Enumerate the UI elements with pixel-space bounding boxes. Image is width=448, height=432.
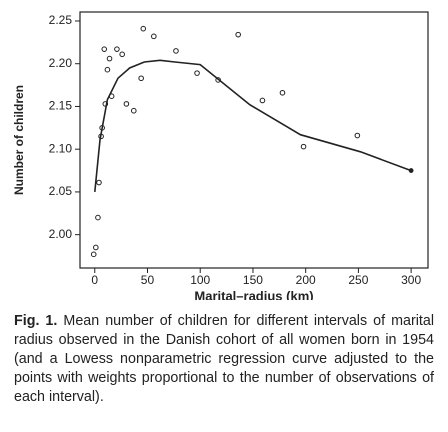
y-tick-label: 2.20 (49, 56, 73, 70)
x-tick-label: 250 (348, 273, 368, 287)
caption-text: Mean number of children for different in… (14, 313, 434, 405)
y-axis-label: Number of children (12, 85, 26, 195)
chart: Marital–radius (km) Number of children 0… (12, 11, 429, 303)
data-point (101, 46, 108, 52)
data-point (194, 70, 200, 76)
x-tick-label: 50 (141, 273, 155, 287)
data-point (114, 46, 120, 52)
data-point (138, 75, 144, 82)
x-tick-label: 300 (401, 273, 421, 287)
y-tick-label: 2.05 (49, 184, 73, 198)
x-tick-label: 200 (296, 273, 316, 287)
x-tick-label: 0 (91, 273, 98, 287)
data-point (90, 251, 97, 258)
y-tick-label: 2.00 (49, 227, 73, 241)
data-point (354, 132, 361, 139)
data-point (235, 31, 241, 38)
y-tick-label: 2.15 (49, 99, 73, 113)
data-point (106, 55, 113, 62)
x-axis-label: Marital–radius (km) (194, 288, 313, 300)
y-tick-label: 2.25 (49, 13, 73, 27)
x-tick-label: 100 (190, 273, 210, 287)
plot-frame (79, 11, 429, 269)
data-point (130, 107, 137, 114)
data-point (151, 33, 157, 40)
data-point (140, 25, 147, 32)
data-point (123, 101, 130, 107)
data-point (93, 244, 99, 251)
data-point (173, 48, 179, 54)
curve-end (408, 168, 414, 173)
lowess-curve (94, 59, 412, 192)
data-point (279, 89, 286, 96)
data-point (104, 66, 111, 73)
data-point (259, 97, 266, 104)
y-tick-label: 2.10 (49, 141, 73, 155)
caption: Fig. 1. Mean number of children for diff… (14, 312, 434, 407)
data-point (95, 214, 101, 221)
x-tick-label: 150 (243, 273, 263, 287)
data-point (119, 51, 125, 58)
data-point (102, 101, 109, 107)
caption-label: Fig. 1. (14, 313, 58, 329)
data-point (96, 179, 102, 186)
data-point (300, 143, 307, 150)
